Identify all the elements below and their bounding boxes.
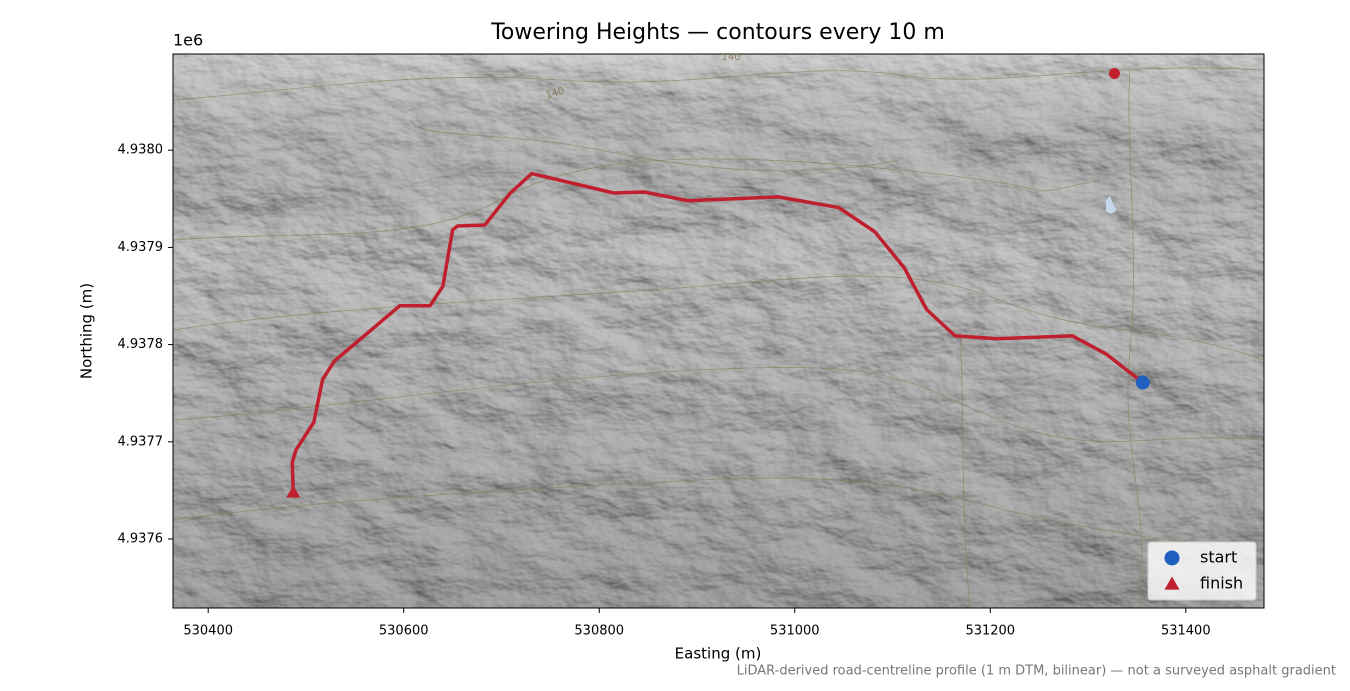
y-tick-label: 4.9379 bbox=[118, 240, 164, 255]
chart-title: Towering Heights — contours every 10 m bbox=[490, 20, 945, 45]
x-tick-label: 530400 bbox=[183, 624, 233, 639]
legend-label: start bbox=[1200, 548, 1237, 567]
plot-area bbox=[286, 67, 1150, 498]
y-axis-label: Northing (m) bbox=[78, 283, 96, 379]
x-tick-label: 531200 bbox=[965, 624, 1015, 639]
marker-circle bbox=[1135, 375, 1150, 390]
marker-circle bbox=[1108, 67, 1120, 79]
axes-frame bbox=[172, 53, 1265, 609]
y-tick-label: 4.9376 bbox=[118, 531, 164, 546]
marker-triangle bbox=[286, 485, 301, 498]
y-offset-label: 1e6 bbox=[173, 31, 203, 50]
legend-marker bbox=[1164, 576, 1180, 590]
x-axis-label: Easting (m) bbox=[675, 645, 762, 663]
legend-marker bbox=[1164, 550, 1180, 566]
x-tick-label: 531000 bbox=[770, 624, 820, 639]
footnote: LiDAR-derived road-centreline profile (1… bbox=[737, 664, 1336, 679]
x-tick-label: 531400 bbox=[1161, 624, 1211, 639]
lake bbox=[1106, 196, 1117, 214]
x-tick-label: 530800 bbox=[574, 624, 624, 639]
y-tick-label: 4.9380 bbox=[118, 143, 164, 158]
hillshade bbox=[173, 54, 1264, 608]
contour-label: 140 bbox=[721, 52, 740, 63]
route-line bbox=[290, 171, 1144, 493]
x-tick-label: 530600 bbox=[379, 624, 429, 639]
contours bbox=[173, 67, 1264, 608]
y-tick-label: 4.9378 bbox=[118, 337, 164, 352]
legend-label: finish bbox=[1200, 574, 1243, 593]
y-tick-label: 4.9377 bbox=[118, 434, 164, 449]
